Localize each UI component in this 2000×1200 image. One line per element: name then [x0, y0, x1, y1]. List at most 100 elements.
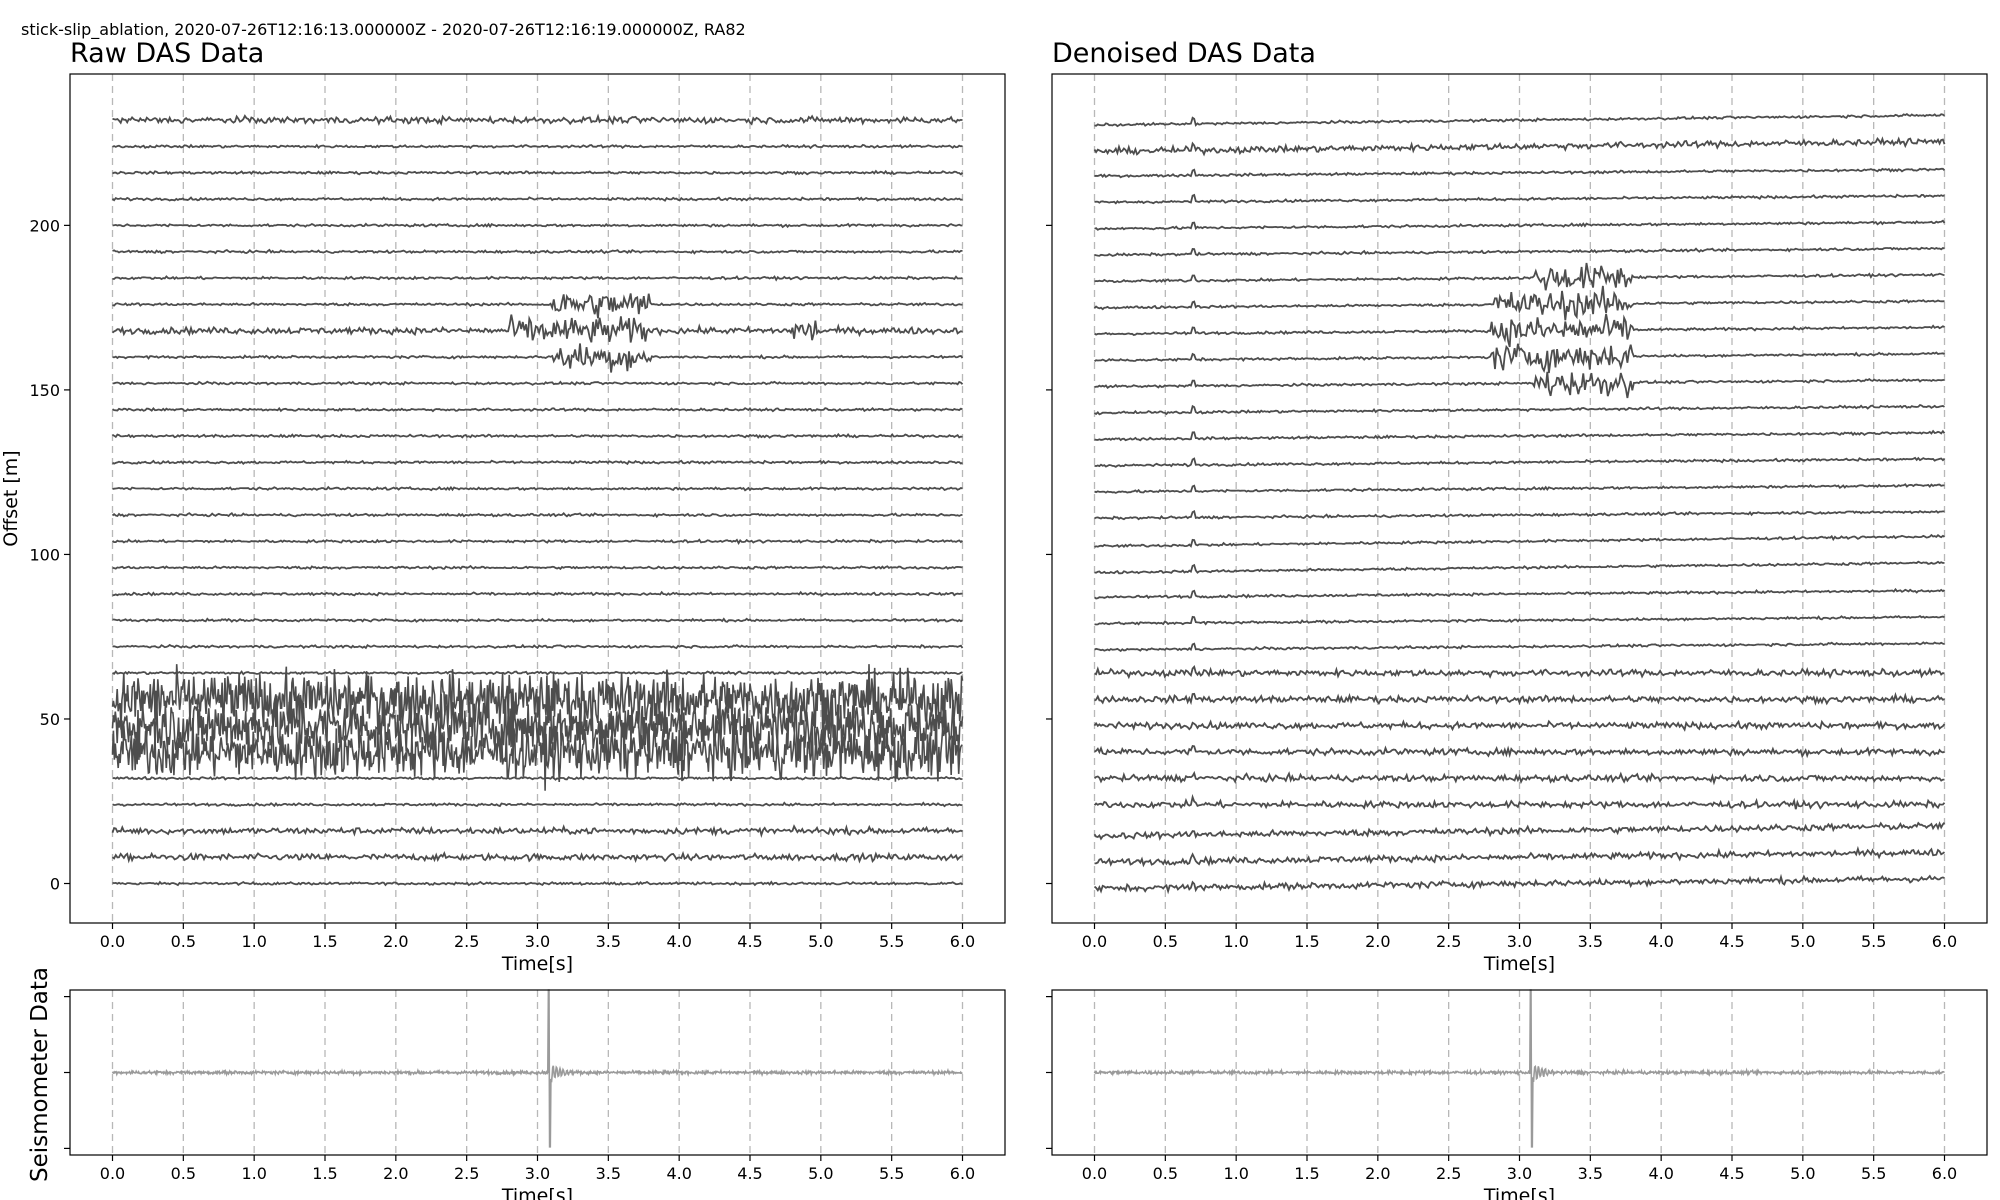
trace-offset-104 [1094, 533, 1945, 548]
trace-offset-72 [112, 643, 964, 650]
x-tick-label: 6.0 [1932, 1164, 1957, 1183]
trace-offset-24 [112, 801, 963, 808]
raw-das-xlabel: Time[s] [501, 953, 573, 975]
figure-suptitle: stick-slip_ablation, 2020-07-26T12:16:13… [21, 20, 746, 39]
y-tick-label: 200 [29, 216, 60, 235]
trace-offset-232 [112, 113, 963, 127]
x-tick-label: 4.5 [1719, 1164, 1744, 1183]
x-tick-label: 1.0 [241, 1164, 266, 1183]
trace-offset-104 [111, 538, 964, 545]
trace-offset-224 [112, 143, 963, 150]
trace-offset-216 [1094, 167, 1946, 179]
x-tick-label: 5.5 [1861, 1164, 1886, 1183]
trace-offset-152 [1094, 371, 1945, 399]
trace-offset-0 [1093, 873, 1945, 895]
trace-offset-160 [1093, 343, 1945, 374]
x-tick-label: 3.5 [1578, 932, 1603, 951]
trace-offset-8 [1094, 845, 1946, 868]
trace-offset-128 [112, 459, 963, 466]
x-tick-label: 1.5 [312, 1164, 337, 1183]
y-tick-label: 150 [29, 381, 60, 400]
trace-offset-64 [112, 670, 963, 676]
x-tick-label: 4.0 [1648, 932, 1673, 951]
x-tick-label: 6.0 [950, 1164, 975, 1183]
trace-offset-144 [112, 406, 963, 413]
x-tick-label: 3.0 [1507, 1164, 1532, 1183]
x-tick-label: 5.0 [1790, 932, 1815, 951]
trace-offset-200 [1094, 219, 1946, 231]
trace-offset-96 [1094, 560, 1945, 575]
raw-das-ylabel: Offset [m] [0, 450, 22, 546]
denoised-das-xlabel: Time[s] [1483, 953, 1555, 975]
x-tick-label: 3.0 [1507, 932, 1532, 951]
trace-offset-112 [1094, 509, 1945, 521]
x-tick-label: 3.5 [596, 1164, 621, 1183]
trace-offset-136 [1094, 429, 1946, 442]
trace-offset-184 [1094, 262, 1945, 291]
trace-offset-168 [111, 314, 963, 343]
trace-offset-192 [112, 248, 963, 255]
x-tick-label: 2.0 [1365, 1164, 1390, 1183]
seismometer-raw-xlabel: Time[s] [501, 1185, 573, 1200]
x-tick-label: 0.5 [1153, 1164, 1178, 1183]
x-tick-label: 4.0 [1648, 1164, 1673, 1183]
trace-offset-176 [1093, 285, 1945, 321]
raw-das-plot: 0.0 0.5 1.0 1.5 2.0 2.5 3.0 3.5 4.0 4.5 5.0 5.5 6.0 T… [0, 73, 1006, 975]
trace-offset-200 [112, 222, 963, 229]
y-tick-label: 0 [50, 875, 60, 894]
x-tick-label: 2.0 [383, 932, 408, 951]
x-tick-label: 0.5 [171, 932, 196, 951]
trace-offset-160 [112, 343, 964, 373]
x-tick-label: 2.5 [1436, 932, 1461, 951]
x-tick-label: 4.0 [666, 932, 691, 951]
x-tick-label: 0.0 [1082, 932, 1107, 951]
x-tick-label: 4.0 [666, 1164, 691, 1183]
trace-offset-144 [1094, 403, 1945, 416]
trace-offset-8 [111, 850, 963, 864]
x-tick-label: 1.0 [1223, 1164, 1248, 1183]
trace-offset-152 [112, 380, 964, 386]
trace-offset-88 [112, 590, 963, 597]
x-tick-label: 3.0 [525, 1164, 550, 1183]
trace-offset-56 [1094, 691, 1945, 706]
trace-offset-112 [111, 511, 963, 519]
trace-offset-176 [112, 293, 963, 319]
x-tick-label: 0.0 [100, 932, 125, 951]
trace-offset-96 [112, 564, 963, 571]
trace-offset-168 [1093, 313, 1945, 348]
trace-offset-208 [111, 196, 963, 202]
trace-offset-120 [112, 485, 963, 492]
trace-offset-184 [112, 275, 963, 282]
trace-offset-24 [1093, 793, 1946, 810]
x-tick-label: 0.0 [100, 1164, 125, 1183]
x-tick-label: 3.5 [596, 932, 621, 951]
x-tick-label: 3.0 [525, 932, 550, 951]
trace-offset-16 [111, 824, 963, 838]
trace-offset-80 [1094, 614, 1945, 626]
denoised-das-plot: 0.0 0.5 1.0 1.5 2.0 2.5 3.0 3.5 4.0 4.5 5.0 5.5 6.0 T… [1046, 73, 1988, 975]
trace-offset-88 [1093, 587, 1946, 600]
x-tick-label: 5.0 [808, 1164, 833, 1183]
seismometer-denoised-plot: 0.0 0.5 1.0 1.5 2.0 2.5 3.0 3.5 4.0 4.5 5.0 5.5 6.0 T… [1046, 989, 1988, 1200]
x-tick-label: 0.5 [171, 1164, 196, 1183]
x-tick-label: 6.0 [1932, 932, 1957, 951]
x-tick-label: 4.5 [1719, 932, 1744, 951]
seismometer-raw-plot: 0.0 0.5 1.0 1.5 2.0 2.5 3.0 3.5 4.0 4.5 5.0 5.5 6.0 T… [27, 967, 1006, 1200]
seismometer-denoised-signal [1093, 989, 1945, 1148]
x-tick-label: 3.5 [1578, 1164, 1603, 1183]
x-tick-label: 2.5 [1436, 1164, 1461, 1183]
x-tick-label: 5.5 [879, 932, 904, 951]
x-tick-label: 2.5 [454, 1164, 479, 1183]
trace-offset-64 [1094, 664, 1945, 680]
trace-offset-208 [1094, 193, 1945, 205]
x-tick-label: 5.0 [1790, 1164, 1815, 1183]
trace-offset-72 [1094, 641, 1945, 653]
trace-offset-224 [1093, 136, 1946, 157]
trace-offset-32 [112, 775, 963, 781]
trace-offset-80 [112, 617, 963, 623]
x-tick-label: 4.5 [737, 1164, 762, 1183]
seismometer-raw-ylabel: Seismometer Data [27, 967, 53, 1182]
x-tick-label: 0.5 [1153, 932, 1178, 951]
x-tick-label: 5.5 [879, 1164, 904, 1183]
x-tick-label: 2.0 [383, 1164, 408, 1183]
